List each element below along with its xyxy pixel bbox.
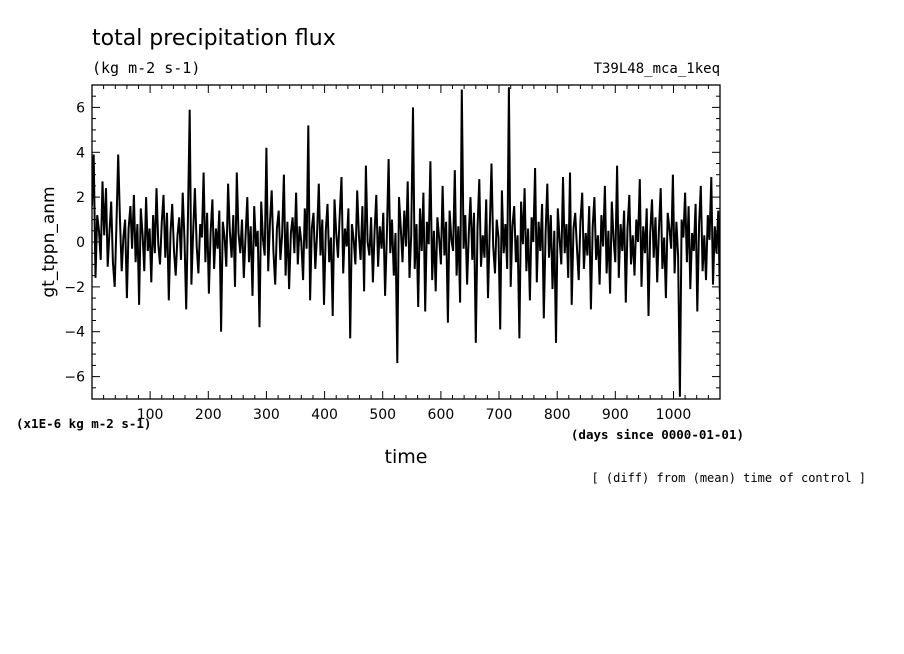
- x-tick-label: 800: [544, 407, 571, 423]
- x-tick-label: 100: [137, 407, 164, 423]
- diff-note: [ (diff) from (mean) time of control ]: [591, 471, 866, 485]
- x-tick-label: 900: [602, 407, 629, 423]
- y-tick-label: 4: [76, 145, 85, 161]
- y-tick-label: 6: [76, 100, 85, 116]
- x-tick-label: 600: [428, 407, 455, 423]
- y-tick-label: 2: [76, 190, 85, 206]
- y-tick-label: −2: [64, 280, 85, 296]
- series-line-0: [92, 87, 720, 397]
- x-tick-label: 200: [195, 407, 222, 423]
- x-tick-label: 300: [253, 407, 280, 423]
- chart-subtitle: (kg m-2 s-1): [92, 59, 200, 77]
- y-tick-label: 0: [76, 235, 85, 251]
- axis-ticks-group: 100 200 300 400 500 600 700 800 900 1000 6 4 2 0 −2 −4 −…: [64, 85, 720, 423]
- y-tick-label: −6: [64, 370, 85, 386]
- x-tick-label: 400: [311, 407, 338, 423]
- plot-series-group: [92, 87, 720, 397]
- x-tick-label: 500: [369, 407, 396, 423]
- chart-title: total precipitation flux: [92, 26, 336, 51]
- y-tick-label: −4: [64, 325, 85, 341]
- x-axis-label: time: [385, 446, 428, 468]
- x-tick-label: 700: [486, 407, 513, 423]
- x-tick-label: 1000: [656, 407, 692, 423]
- y-axis-label: gt_tppn_anm: [39, 186, 59, 297]
- run-label: T39L48_mca_1keq: [594, 61, 720, 77]
- x-unit-label: (days since 0000-01-01): [571, 427, 744, 442]
- y-scale-label: (x1E-6 kg m-2 s-1): [16, 416, 151, 431]
